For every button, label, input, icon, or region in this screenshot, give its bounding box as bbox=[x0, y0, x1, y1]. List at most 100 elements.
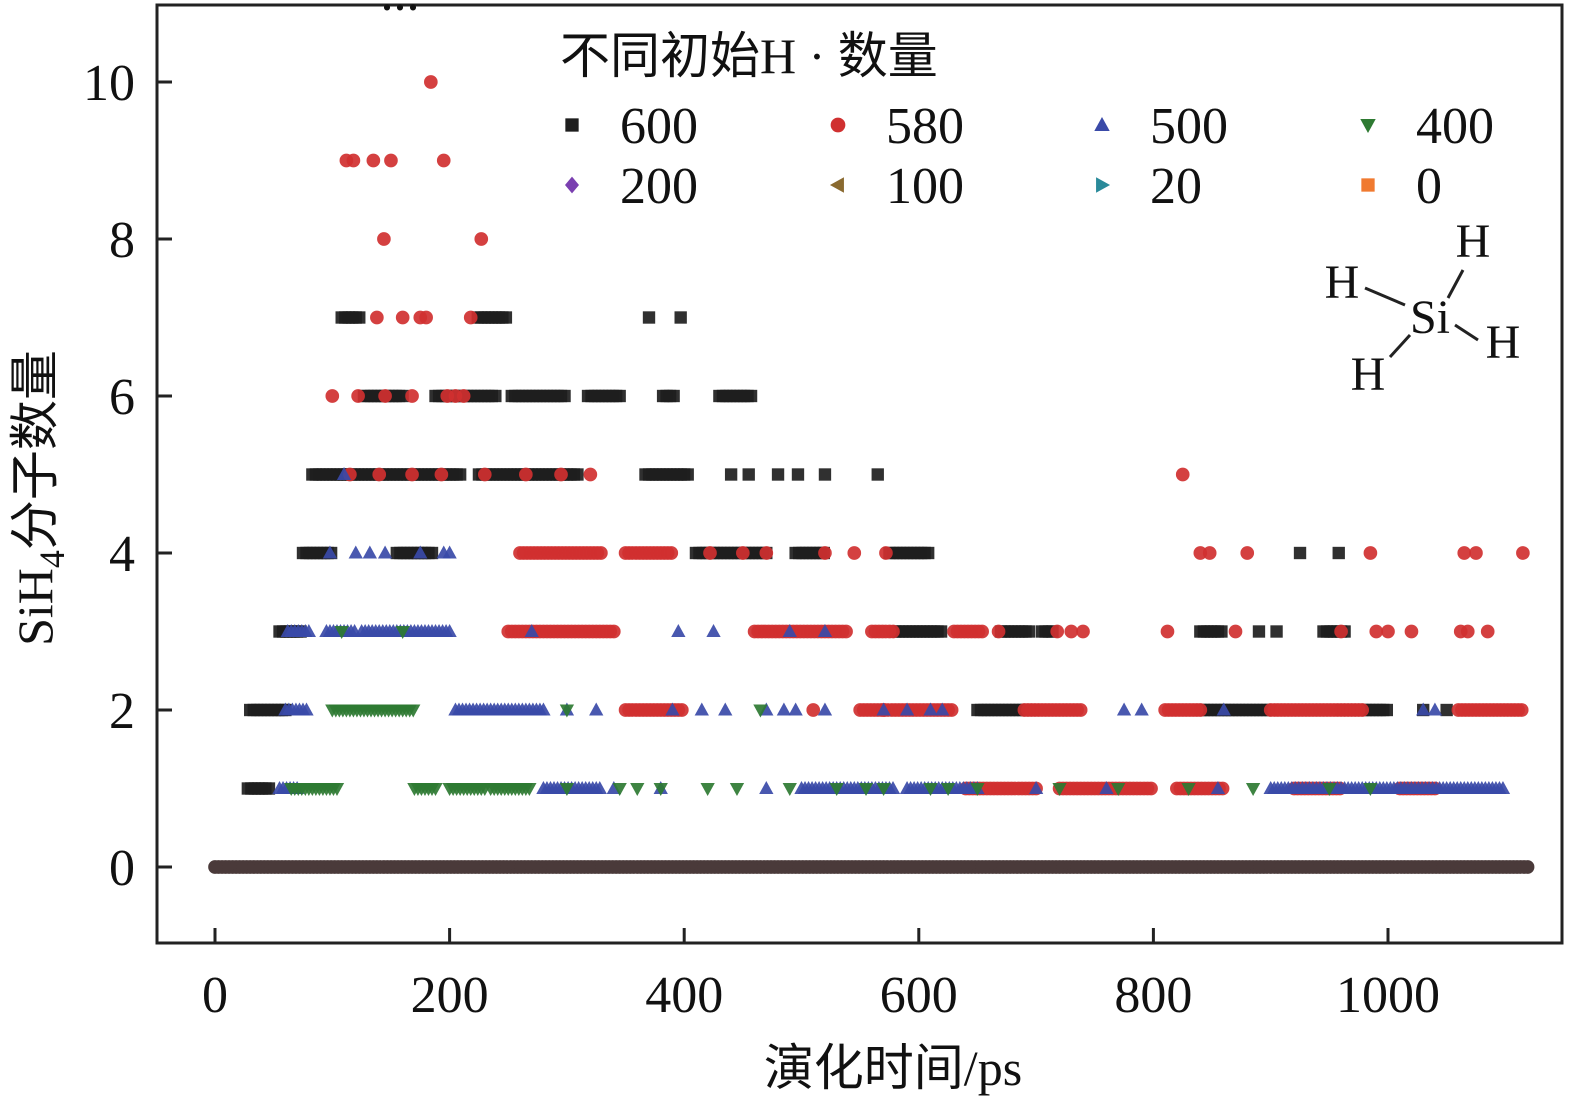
data-point bbox=[876, 702, 891, 716]
data-point bbox=[681, 468, 694, 481]
data-point bbox=[1404, 624, 1419, 639]
data-point bbox=[434, 467, 449, 482]
data-point bbox=[362, 545, 377, 559]
series-400 bbox=[284, 625, 1378, 796]
data-point bbox=[923, 702, 938, 716]
x-tick-label: 200 bbox=[411, 967, 489, 1024]
data-points bbox=[241, 75, 1530, 796]
data-point bbox=[1457, 546, 1472, 560]
data-point bbox=[366, 153, 381, 168]
legend-marker bbox=[1094, 116, 1110, 131]
data-point bbox=[1332, 546, 1345, 560]
data-point bbox=[871, 468, 884, 481]
data-point bbox=[559, 782, 575, 796]
data-point bbox=[413, 545, 428, 559]
y-axis-title-suffix: 分子数量 bbox=[7, 350, 63, 550]
data-point bbox=[1427, 702, 1443, 716]
data-point bbox=[1514, 703, 1529, 717]
hydrogen-atom-label: H bbox=[1486, 316, 1521, 369]
data-point bbox=[1193, 546, 1208, 560]
baseline-points bbox=[208, 860, 1535, 874]
baseline-point bbox=[1520, 860, 1535, 874]
data-point bbox=[370, 310, 384, 325]
data-point bbox=[653, 782, 668, 796]
series-500 bbox=[272, 467, 1511, 795]
data-point bbox=[791, 468, 805, 481]
data-point bbox=[436, 153, 451, 168]
data-point bbox=[442, 624, 457, 638]
data-point bbox=[1134, 702, 1149, 716]
data-point bbox=[301, 624, 316, 638]
data-point bbox=[1322, 782, 1337, 796]
data-point bbox=[1363, 546, 1378, 560]
legend-marker bbox=[1360, 119, 1376, 134]
data-point bbox=[829, 782, 844, 796]
data-point bbox=[554, 467, 568, 482]
data-point bbox=[935, 702, 950, 716]
data-point bbox=[630, 782, 645, 796]
data-point bbox=[724, 468, 738, 481]
data-point bbox=[424, 75, 438, 89]
data-point bbox=[703, 546, 717, 560]
x-axis-ticks: 0 200 400 600 800 1000 bbox=[202, 928, 1440, 1024]
data-point bbox=[776, 702, 792, 716]
data-point bbox=[519, 467, 533, 482]
data-point bbox=[886, 624, 900, 639]
legend-title: 不同初始H · 数量 bbox=[560, 28, 938, 84]
data-point bbox=[1160, 624, 1175, 639]
legend-label: 20 bbox=[1150, 158, 1202, 215]
data-point bbox=[594, 546, 608, 560]
data-point bbox=[1175, 467, 1190, 482]
x-tick-label: 1000 bbox=[1336, 967, 1440, 1024]
hydrogen-atom-label: H bbox=[1351, 348, 1386, 401]
data-point bbox=[1022, 625, 1036, 638]
data-point bbox=[817, 702, 833, 716]
x-axis-title: 演化时间/ps bbox=[764, 1040, 1022, 1096]
data-point bbox=[377, 232, 391, 246]
data-point bbox=[1050, 624, 1065, 639]
data-point bbox=[700, 782, 715, 796]
data-point bbox=[782, 624, 797, 638]
data-point bbox=[325, 389, 340, 403]
data-point bbox=[742, 468, 755, 481]
data-point bbox=[1381, 624, 1395, 639]
data-point bbox=[922, 546, 935, 560]
data-point bbox=[788, 702, 803, 716]
plot-frame bbox=[155, 3, 1564, 945]
data-point bbox=[885, 781, 901, 795]
data-point bbox=[336, 467, 352, 481]
data-point bbox=[1440, 703, 1453, 717]
data-point bbox=[664, 546, 679, 560]
data-point bbox=[744, 389, 758, 403]
bond-line bbox=[1454, 323, 1479, 342]
data-point bbox=[759, 546, 774, 560]
legend-label: 200 bbox=[620, 158, 698, 215]
data-point bbox=[1369, 624, 1384, 639]
data-point bbox=[694, 702, 709, 716]
data-point bbox=[1380, 703, 1394, 717]
legend-entry: 20 bbox=[1096, 158, 1202, 215]
data-point bbox=[499, 311, 513, 324]
data-point bbox=[1228, 624, 1243, 639]
y-tick-label: 0 bbox=[109, 840, 135, 897]
data-point bbox=[1240, 546, 1255, 560]
legend-marker bbox=[830, 117, 846, 133]
data-point bbox=[847, 546, 862, 560]
data-point bbox=[1355, 703, 1370, 717]
y-tick-label: 6 bbox=[109, 369, 135, 426]
silicon-atom-label: Si bbox=[1410, 291, 1450, 344]
data-point bbox=[396, 389, 409, 403]
y-tick-label: 2 bbox=[109, 683, 135, 740]
data-point bbox=[1215, 625, 1228, 638]
x-tick-label: 600 bbox=[880, 967, 958, 1024]
data-point bbox=[1210, 781, 1226, 795]
data-point bbox=[606, 624, 621, 639]
legend-marker bbox=[1096, 177, 1111, 193]
data-point bbox=[899, 702, 915, 716]
data-point bbox=[1193, 703, 1208, 717]
data-point bbox=[536, 702, 551, 716]
data-point bbox=[1099, 781, 1114, 795]
